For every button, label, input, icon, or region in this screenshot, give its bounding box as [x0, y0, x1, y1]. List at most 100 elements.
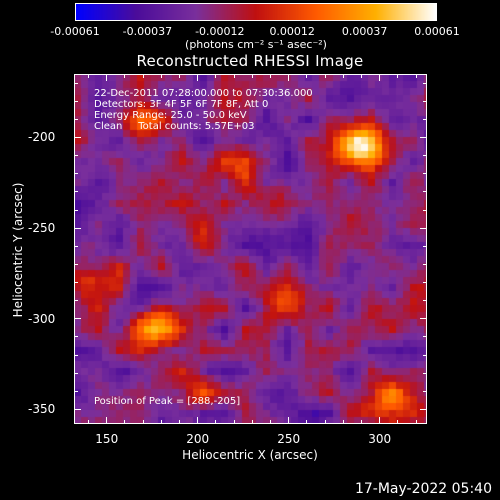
axis-tick: [423, 173, 427, 175]
axis-tick: [88, 74, 90, 78]
axis-tick: [420, 136, 427, 138]
colorbar-tick-label: 0.00037: [341, 25, 388, 38]
x-axis-label: Heliocentric X (arcsec): [182, 448, 318, 462]
axis-tick: [423, 354, 427, 356]
axis-tick: [179, 74, 181, 78]
axis-tick: [215, 420, 217, 424]
axis-tick: [160, 74, 162, 78]
axis-tick: [324, 420, 326, 424]
axis-tick: [423, 82, 427, 84]
axis-tick: [360, 74, 362, 78]
axis-tick: [420, 227, 427, 229]
axis-tick: [420, 318, 427, 320]
axis-tick: [74, 390, 78, 392]
peak-position-annotation: Position of Peak = [288,-205]: [94, 396, 241, 407]
axis-tick: [74, 282, 78, 284]
axis-tick: [423, 118, 427, 120]
chart-title: Reconstructed RHESSI Image: [136, 52, 364, 70]
axis-tick: [124, 420, 126, 424]
axis-tick: [379, 417, 381, 424]
axis-tick: [88, 420, 90, 424]
axis-tick: [379, 74, 381, 81]
axis-tick: [74, 100, 78, 102]
axis-tick: [74, 408, 81, 410]
colorbar-tick-label: 0.00012: [269, 25, 315, 38]
axis-tick: [270, 74, 271, 78]
axis-tick: [74, 82, 78, 84]
colorbar-tick-label: -0.00037: [122, 25, 173, 38]
axis-tick: [197, 417, 199, 424]
axis-tick: [74, 173, 78, 175]
axis-tick: [142, 74, 144, 78]
axis-tick: [74, 191, 78, 193]
axis-tick: [423, 390, 427, 392]
x-tick-label: 300: [368, 432, 392, 446]
axis-tick: [233, 420, 235, 424]
axis-tick: [74, 136, 81, 138]
axis-tick: [342, 74, 344, 78]
axis-tick: [74, 336, 78, 338]
axis-tick: [270, 420, 271, 424]
heatmap-image: [74, 74, 427, 424]
axis-tick: [142, 420, 144, 424]
colorbar-tick-label: -0.00012: [195, 25, 245, 38]
x-tick-label: 150: [95, 432, 119, 446]
axis-tick: [106, 74, 108, 81]
axis-tick: [74, 209, 78, 211]
axis-tick: [106, 417, 108, 424]
axis-tick: [423, 300, 427, 302]
axis-tick: [74, 245, 78, 247]
axis-tick: [423, 245, 427, 247]
axis-tick: [74, 372, 78, 374]
detectors-annotation: Detectors: 3F 4F 5F 6F 7F 8F, Att 0: [94, 99, 269, 110]
axis-tick: [423, 372, 427, 374]
y-tick-label: -350: [28, 402, 56, 417]
axis-tick: [233, 74, 235, 78]
axis-tick: [423, 191, 427, 193]
axis-tick: [179, 420, 181, 424]
energy-range-annotation: Energy Range: 25.0 - 50.0 keV: [94, 110, 247, 121]
axis-tick: [251, 420, 253, 424]
axis-tick: [415, 420, 417, 424]
clean-counts-annotation: Clean Total counts: 5.57E+03: [94, 121, 255, 132]
axis-tick: [74, 155, 78, 157]
axis-tick: [124, 74, 126, 78]
axis-tick: [423, 336, 427, 338]
axis-tick: [74, 263, 78, 265]
y-tick-label: -300: [28, 311, 56, 326]
axis-tick: [251, 74, 253, 78]
axis-tick: [423, 155, 427, 157]
axis-tick: [306, 74, 308, 78]
colorbar-tick-label: -0.00061: [50, 25, 100, 38]
y-axis-label: Heliocentric Y (arcsec): [11, 182, 25, 318]
axis-tick: [420, 408, 427, 410]
axis-tick: [74, 227, 81, 229]
axis-tick: [306, 420, 308, 424]
x-tick-label: 200: [186, 432, 210, 446]
axis-tick: [423, 100, 427, 102]
x-tick-label: 250: [277, 432, 301, 446]
axis-tick: [74, 118, 78, 120]
axis-tick: [74, 300, 78, 302]
axis-tick: [360, 420, 362, 424]
axis-tick: [197, 74, 199, 81]
colorbar-tick-label: 0.00061: [414, 25, 460, 38]
axis-tick: [397, 420, 399, 424]
axis-tick: [160, 420, 162, 424]
axis-tick: [215, 74, 217, 78]
y-tick-label: -250: [28, 221, 56, 236]
axis-tick: [397, 74, 399, 78]
axis-tick: [415, 74, 417, 78]
axis-tick: [342, 420, 344, 424]
colorbar: [75, 3, 437, 21]
axis-tick: [423, 282, 427, 284]
axis-tick: [324, 74, 326, 78]
axis-tick: [74, 354, 78, 356]
axis-tick: [288, 74, 290, 81]
colorbar-units: (photons cm⁻² s⁻¹ asec⁻²): [185, 38, 327, 51]
axis-tick: [74, 318, 81, 320]
plot-area: 22-Dec-2011 07:28:00.000 to 07:30:36.000…: [74, 74, 427, 424]
axis-tick: [288, 417, 290, 424]
timestamp-footer: 17-May-2022 05:40: [354, 481, 492, 497]
axis-tick: [423, 209, 427, 211]
